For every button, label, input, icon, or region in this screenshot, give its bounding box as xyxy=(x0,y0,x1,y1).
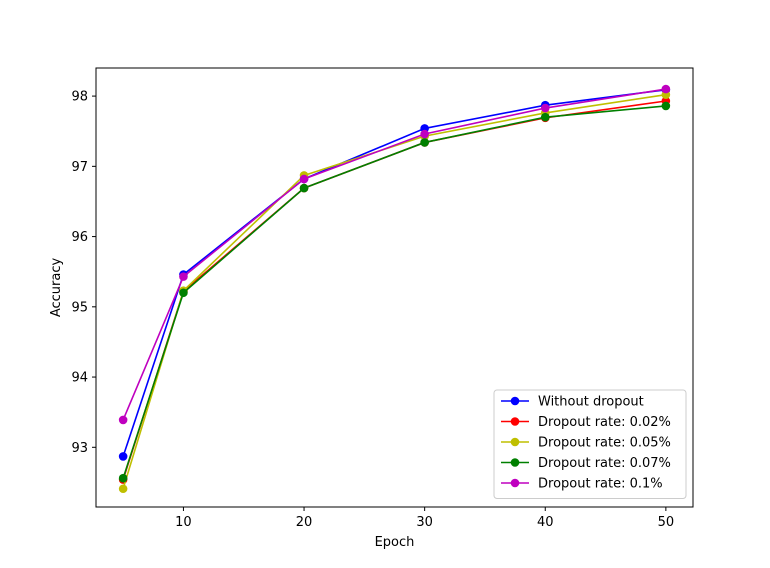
legend: Without dropout Dropout rate: 0.02% Dropou… xyxy=(493,389,687,499)
legend-box xyxy=(493,389,687,499)
x-tick-label: 20 xyxy=(296,515,313,530)
data-point xyxy=(118,415,128,425)
legend-label: Dropout rate: 0.07% xyxy=(538,456,671,471)
legend-marker xyxy=(510,396,520,406)
series-line xyxy=(122,105,666,479)
y-tick-label: 94 xyxy=(71,371,88,386)
x-tick-label: 50 xyxy=(658,515,675,530)
x-tick-label: 10 xyxy=(175,515,192,530)
y-tick-label: 97 xyxy=(71,160,88,175)
x-axis-label: Epoch xyxy=(375,535,415,550)
y-tick-label: 96 xyxy=(71,230,88,245)
data-point xyxy=(118,473,128,483)
legend-item: Dropout rate: 0.07% xyxy=(501,456,671,471)
data-point xyxy=(179,272,188,281)
legend-item: Without dropout xyxy=(501,395,644,410)
x-axis-ticks: 10 20 30 40 50 xyxy=(175,507,674,530)
y-axis-ticks: 93 94 95 96 97 98 xyxy=(71,90,96,456)
data-point xyxy=(540,112,550,122)
series-line xyxy=(122,88,666,421)
data-point xyxy=(179,288,188,298)
series-5 xyxy=(118,84,671,425)
legend-marker xyxy=(510,478,520,488)
legend-item: Dropout rate: 0.1% xyxy=(501,477,663,492)
data-point xyxy=(661,101,671,111)
legend-item: Dropout rate: 0.02% xyxy=(501,415,671,430)
series-4 xyxy=(118,101,671,483)
data-point xyxy=(299,174,309,184)
legend-label: Dropout rate: 0.05% xyxy=(538,436,671,451)
data-point xyxy=(540,103,550,113)
series-layer xyxy=(118,84,671,494)
y-tick-label: 93 xyxy=(71,441,88,456)
y-axis-label: Accuracy xyxy=(49,258,64,318)
x-tick-label: 40 xyxy=(537,515,554,530)
data-point xyxy=(420,129,429,139)
x-tick-label: 30 xyxy=(416,515,433,530)
data-point xyxy=(661,84,671,94)
plot-frame xyxy=(95,67,694,508)
data-point xyxy=(118,484,128,494)
legend-marker xyxy=(510,417,520,426)
legend-label: Dropout rate: 0.1% xyxy=(538,477,663,492)
data-point xyxy=(420,138,429,147)
data-point xyxy=(299,183,309,193)
y-tick-label: 98 xyxy=(71,90,88,105)
series-line xyxy=(122,88,666,457)
legend-label: Without dropout xyxy=(538,395,644,410)
y-tick-label: 95 xyxy=(71,300,88,315)
legend-marker xyxy=(510,437,520,447)
legend-label: Dropout rate: 0.02% xyxy=(538,415,671,430)
legend-marker xyxy=(510,458,520,467)
data-point xyxy=(118,452,128,461)
legend-item: Dropout rate: 0.05% xyxy=(501,436,671,451)
